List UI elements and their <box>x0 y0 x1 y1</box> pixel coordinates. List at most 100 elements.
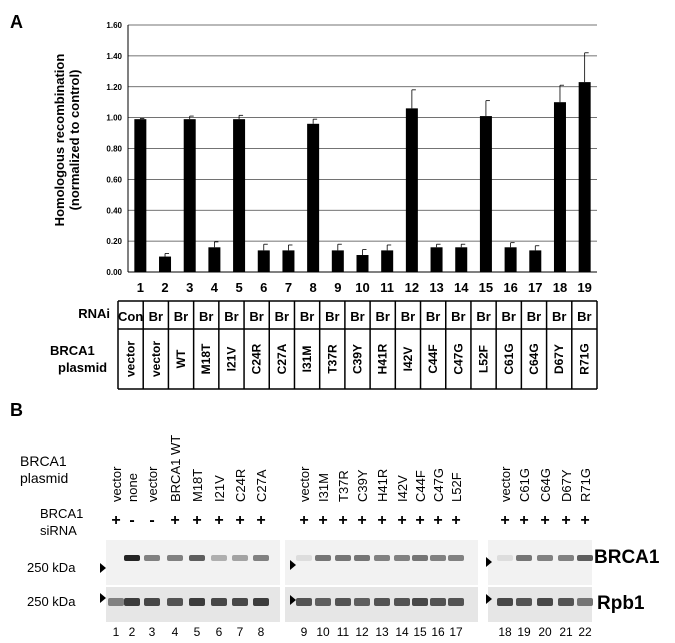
rnai-cell: Con <box>118 309 143 324</box>
blot-plasmid-label: C44F <box>413 470 428 502</box>
plasmid-row-label-line1: BRCA1 <box>50 343 95 358</box>
brca1-band <box>296 555 312 561</box>
blot-plasmid-label: D67Y <box>559 469 574 502</box>
lane-number: 10 <box>316 625 330 639</box>
x-tick-label: 4 <box>211 280 219 295</box>
blot-plasmid-label: BRCA1 WT <box>168 435 183 502</box>
rpb1-band <box>497 598 513 606</box>
x-tick-label: 5 <box>235 280 242 295</box>
x-tick-label: 15 <box>479 280 493 295</box>
x-tick-label: 8 <box>310 280 317 295</box>
arrow-marker <box>100 593 106 603</box>
rnai-cell: Br <box>350 309 364 324</box>
rpb1-band <box>412 598 428 606</box>
marker-250kda-bottom: 250 kDa <box>27 594 76 609</box>
b-plasmid-label-line1: BRCA1 <box>20 453 67 469</box>
brca1-band <box>537 555 553 561</box>
arrow-marker <box>290 595 296 605</box>
bar <box>553 102 566 272</box>
arrow-marker <box>290 560 296 570</box>
plasmid-cell: T37R <box>325 344 339 374</box>
lane-number: 8 <box>258 625 265 639</box>
bar <box>504 247 517 272</box>
western-blot: vector none vector BRCA1 WT M18T I21V C24R C27A… <box>100 435 593 639</box>
rpb1-band <box>108 598 124 606</box>
sirna-sign: + <box>256 512 265 529</box>
y-tick-label: 0.20 <box>106 237 122 246</box>
lane-number: 2 <box>129 625 136 639</box>
brca1-band <box>448 555 464 561</box>
rpb1-band <box>537 598 553 606</box>
lane-number: 11 <box>337 625 350 639</box>
rpb1-band <box>253 598 269 606</box>
rnai-cell: Br <box>199 309 213 324</box>
rpb1-band <box>167 598 183 606</box>
rnai-row-label: RNAi <box>78 306 110 321</box>
lane-number: 18 <box>498 625 512 639</box>
lane-number: 1 <box>113 625 120 639</box>
plasmid-cell: C39Y <box>351 344 365 374</box>
bar <box>282 250 295 272</box>
sirna-sign: + <box>580 512 589 529</box>
sirna-sign: + <box>111 512 120 529</box>
arrow-marker <box>100 563 106 573</box>
rnai-cell: Br <box>401 309 415 324</box>
lane-number: 5 <box>194 625 201 639</box>
rpb1-band <box>144 598 160 606</box>
rpb1-band <box>315 598 331 606</box>
plasmid-cell: M18T <box>199 343 213 374</box>
brca1-band <box>497 555 513 561</box>
brca1-band <box>124 555 140 561</box>
blot-plasmid-label: I42V <box>395 475 410 502</box>
brca1-band <box>335 555 351 561</box>
blot-plasmid-label: vector <box>109 466 124 502</box>
rpb1-band <box>296 598 312 606</box>
x-tick-label: 3 <box>186 280 193 295</box>
sirna-sign: + <box>377 512 386 529</box>
plasmid-cell: R71G <box>577 343 591 374</box>
lane-number: 4 <box>172 625 179 639</box>
brca1-band <box>253 555 269 561</box>
blot-plasmid-label: C39Y <box>355 469 370 502</box>
b-sirna-label-line2: siRNA <box>40 523 77 538</box>
brca1-band <box>144 555 160 561</box>
sirna-sign: + <box>338 512 347 529</box>
rnai-cell: Br <box>249 309 263 324</box>
plasmid-cell: L52F <box>477 345 491 373</box>
rpb1-band <box>335 598 351 606</box>
brca1-band <box>394 555 410 561</box>
plasmid-cell: C44F <box>426 344 440 373</box>
sirna-sign: + <box>415 512 424 529</box>
sirna-sign: + <box>500 512 509 529</box>
marker-250kda-top: 250 kDa <box>27 560 76 575</box>
blot-plasmid-label: vector <box>297 466 312 502</box>
blot-plasmid-label: C24R <box>233 469 248 502</box>
lane-number: 16 <box>431 625 445 639</box>
lane-number: 19 <box>517 625 531 639</box>
rnai-cell: Br <box>224 309 238 324</box>
lane-number: 14 <box>395 625 409 639</box>
bar <box>233 119 246 272</box>
rnai-cell: Br <box>325 309 339 324</box>
y-axis-label: Homologous recombination (normalized to … <box>52 54 82 227</box>
x-tick-label: 19 <box>577 280 591 295</box>
x-tick-label: 17 <box>528 280 542 295</box>
brca1-band <box>412 555 428 561</box>
sirna-sign: + <box>235 512 244 529</box>
x-tick-label: 11 <box>380 280 394 295</box>
x-tick-label: 13 <box>429 280 443 295</box>
blot-plasmid-label: I21V <box>212 475 227 502</box>
plasmid-cell: I42V <box>401 347 415 372</box>
blot-plasmid-label: I31M <box>316 473 331 502</box>
bar <box>578 82 591 273</box>
bar <box>381 250 394 272</box>
rnai-cell: Br <box>577 309 591 324</box>
bar <box>430 247 443 272</box>
rpb1-band <box>577 598 593 606</box>
brca1-band <box>315 555 331 561</box>
blot-plasmid-label: H41R <box>375 469 390 502</box>
rpb1-band <box>558 598 574 606</box>
x-tick-label: 18 <box>553 280 567 295</box>
x-tick-label: 2 <box>161 280 168 295</box>
brca1-band <box>232 555 248 561</box>
